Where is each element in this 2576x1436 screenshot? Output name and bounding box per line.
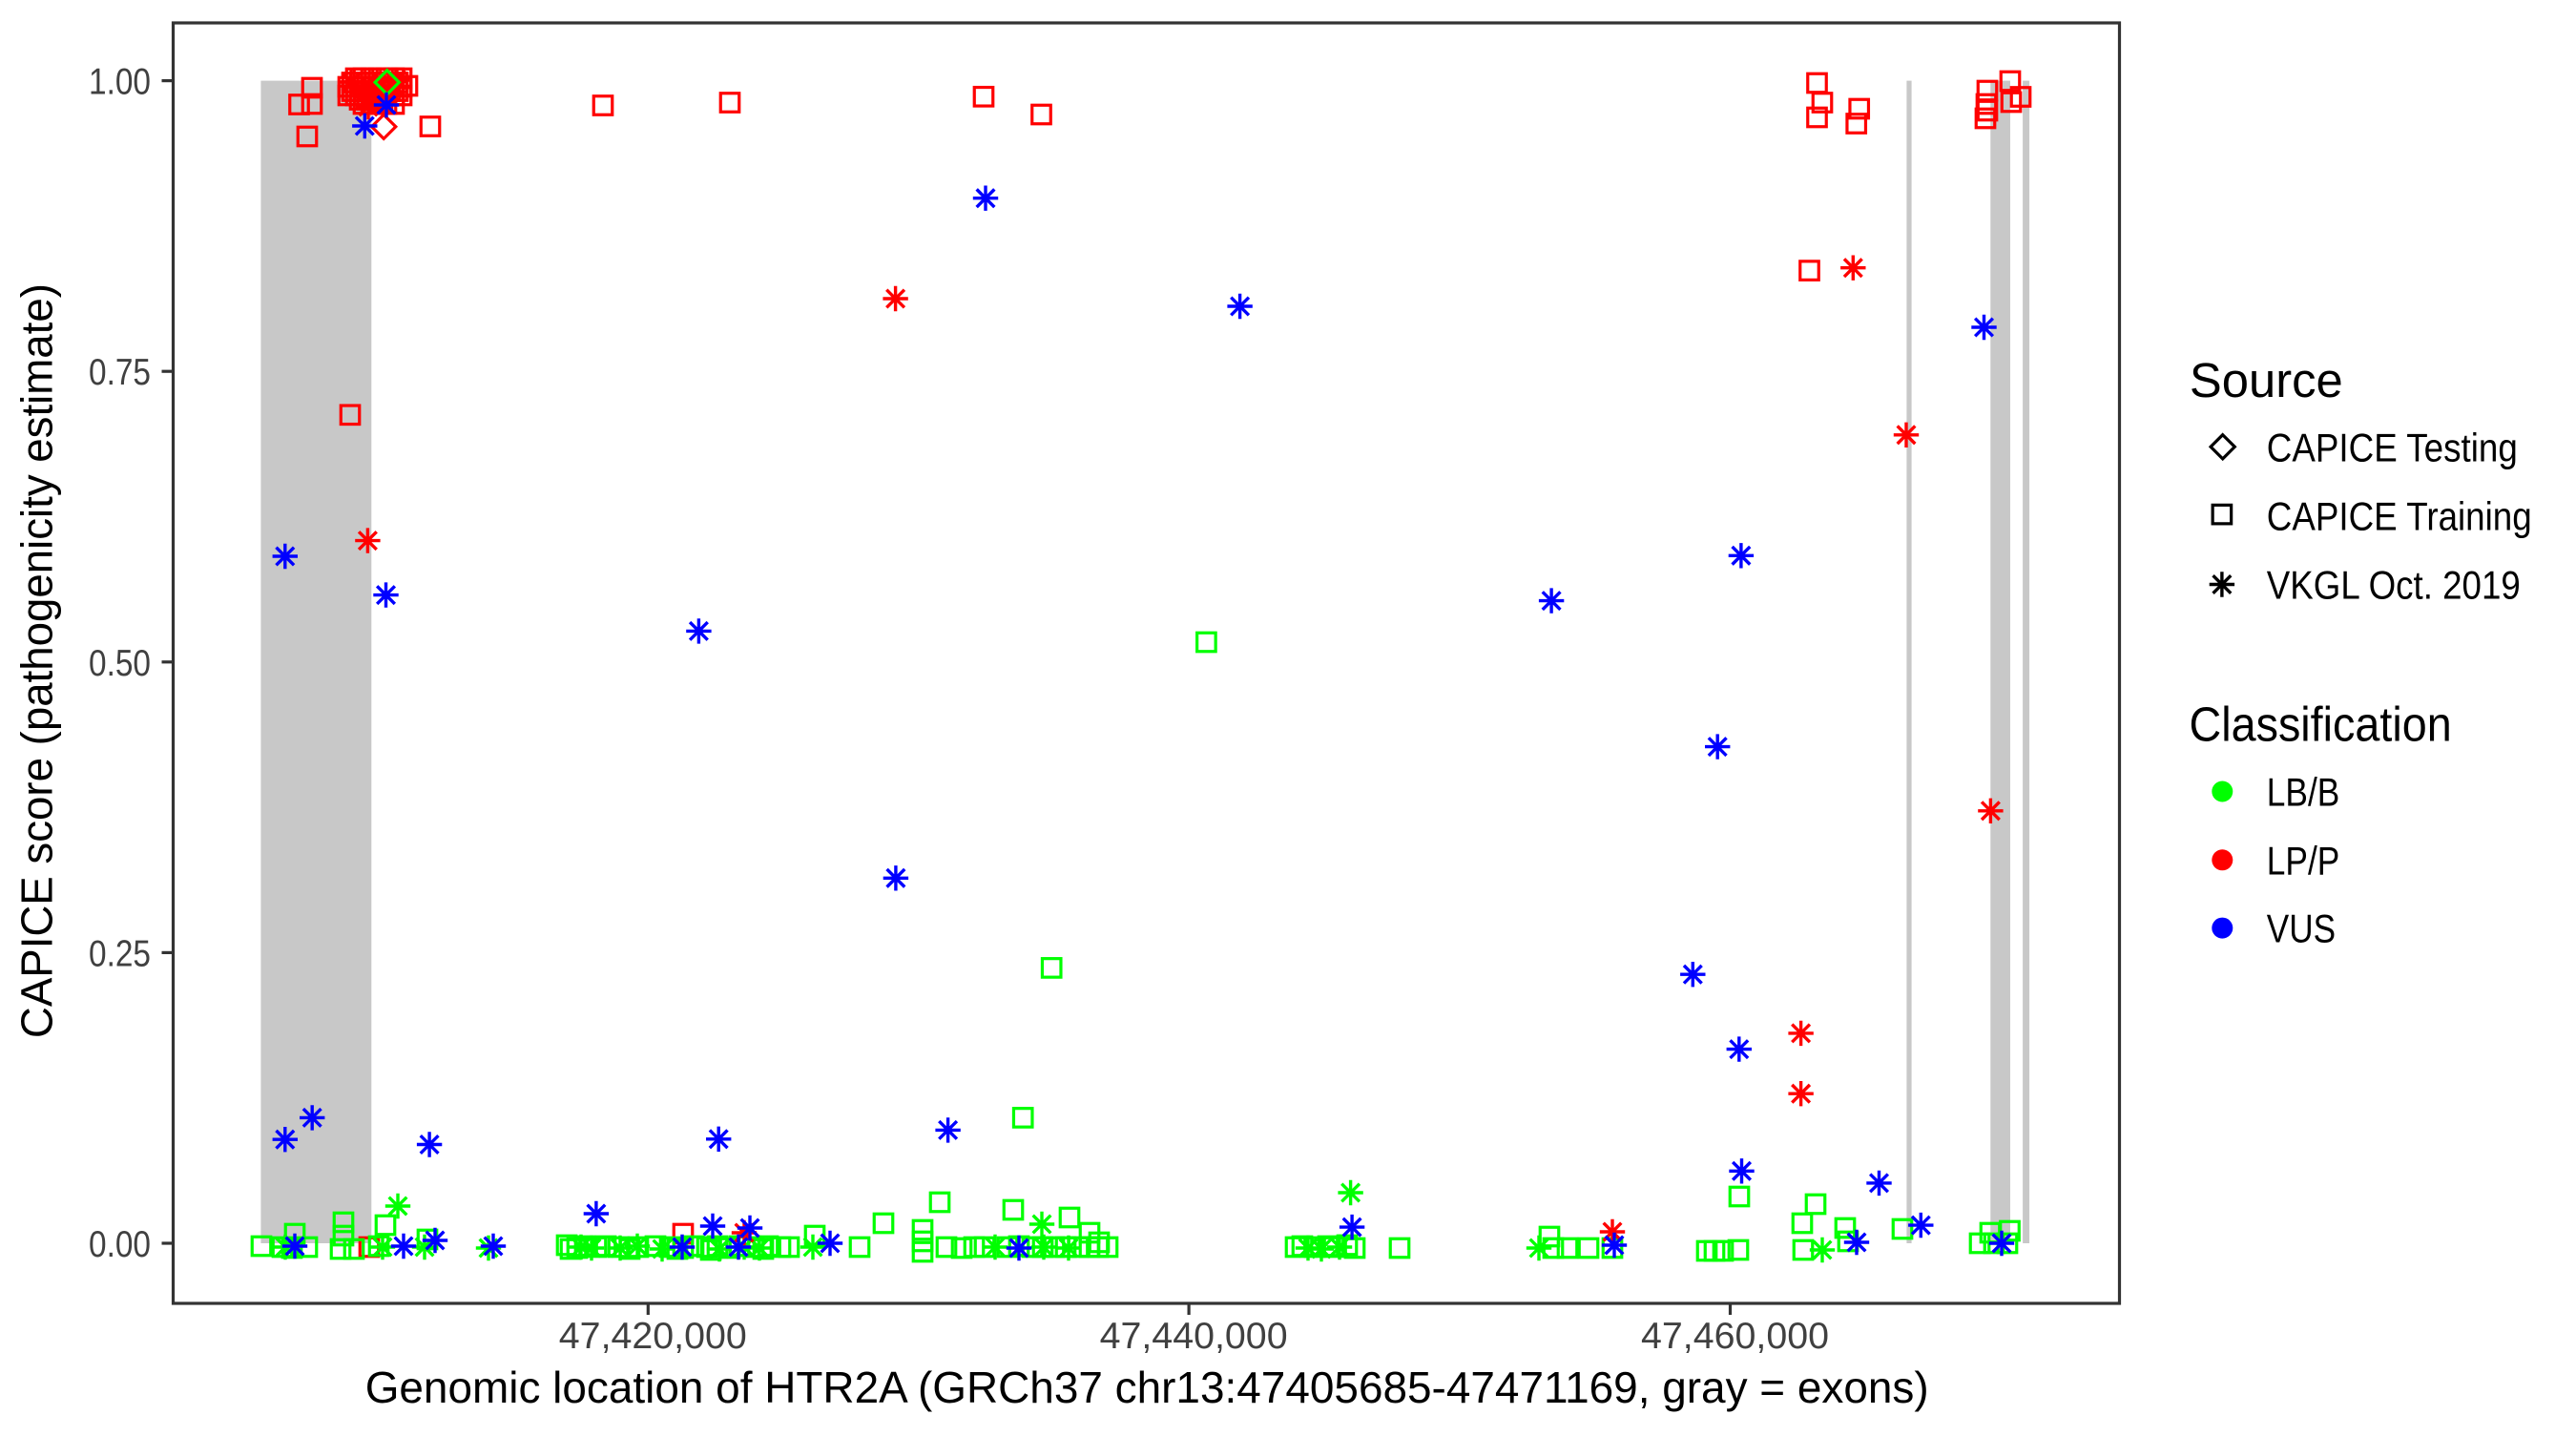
svg-text:LP/P: LP/P	[2267, 838, 2340, 883]
svg-text:0.75: 0.75	[89, 352, 151, 393]
svg-text:VUS: VUS	[2267, 906, 2336, 951]
svg-text:CAPICE score (pathogenicity es: CAPICE score (pathogenicity estimate)	[12, 283, 62, 1038]
svg-text:47,420,000: 47,420,000	[559, 1316, 747, 1357]
svg-text:Source: Source	[2190, 353, 2343, 407]
svg-text:Genomic location of HTR2A (GRC: Genomic location of HTR2A (GRCh37 chr13:…	[365, 1363, 1929, 1412]
svg-text:CAPICE Training: CAPICE Training	[2267, 494, 2532, 539]
svg-text:CAPICE Testing: CAPICE Testing	[2267, 425, 2518, 469]
svg-text:0.25: 0.25	[89, 933, 151, 974]
svg-text:47,440,000: 47,440,000	[1100, 1316, 1288, 1357]
svg-text:LB/B: LB/B	[2267, 770, 2340, 815]
svg-text:Classification: Classification	[2190, 697, 2452, 752]
svg-text:0.50: 0.50	[89, 643, 151, 684]
svg-text:1.00: 1.00	[89, 62, 151, 103]
svg-text:0.00: 0.00	[89, 1224, 151, 1265]
svg-text:47,460,000: 47,460,000	[1641, 1316, 1829, 1357]
svg-text:VKGL Oct. 2019: VKGL Oct. 2019	[2267, 563, 2521, 608]
